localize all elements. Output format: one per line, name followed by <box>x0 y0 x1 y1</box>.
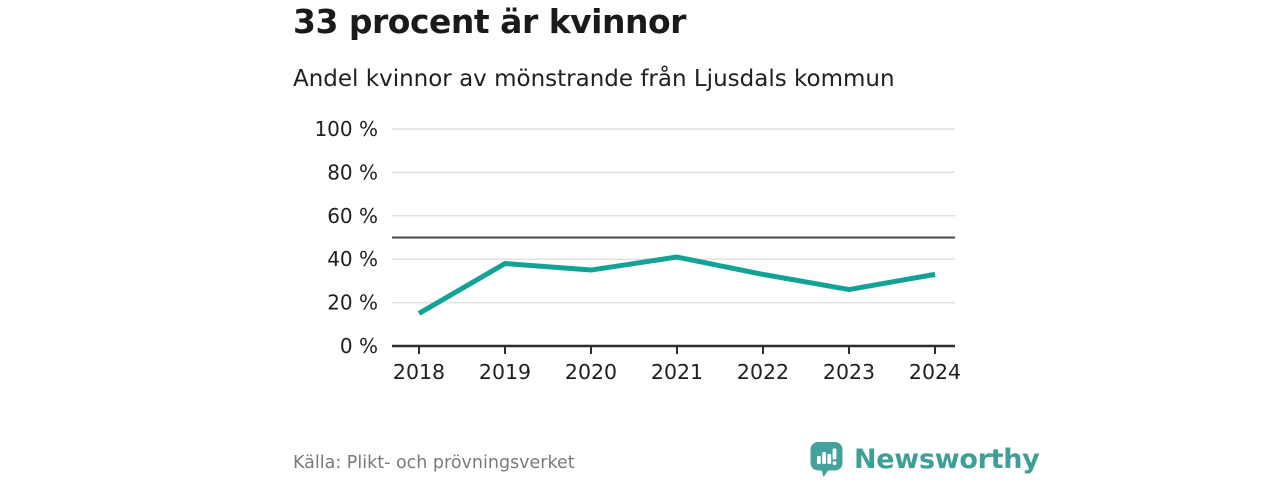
x-tick-label: 2018 <box>393 360 445 384</box>
x-tick-label: 2020 <box>565 360 617 384</box>
source-note: Källa: Plikt- och prövningsverket <box>293 453 575 473</box>
x-tick-label: 2019 <box>479 360 531 384</box>
y-tick-label: 20 % <box>327 291 378 315</box>
y-tick-label: 40 % <box>327 247 378 271</box>
chart-title: 33 procent är kvinnor <box>293 2 686 41</box>
x-tick-label: 2023 <box>823 360 875 384</box>
x-tick-label: 2024 <box>909 360 961 384</box>
y-tick-label: 80 % <box>327 160 378 184</box>
y-tick-label: 100 % <box>314 117 378 141</box>
x-tick-label: 2021 <box>651 360 703 384</box>
newsworthy-logo: Newsworthy <box>808 439 1040 479</box>
newsworthy-chart-bubble-icon <box>810 442 843 477</box>
chart-subtitle: Andel kvinnor av mönstrande från Ljusdal… <box>293 66 895 92</box>
y-tick-label: 60 % <box>327 204 378 228</box>
newsworthy-logo-text: Newsworthy <box>854 443 1040 475</box>
y-tick-label: 0 % <box>340 334 378 358</box>
line-chart: 0 % 20 % 40 % 60 % 80 % 100 % 2018 2019 2020 2021… <box>314 117 961 384</box>
data-line <box>417 254 936 316</box>
x-tick-label: 2022 <box>737 360 789 384</box>
